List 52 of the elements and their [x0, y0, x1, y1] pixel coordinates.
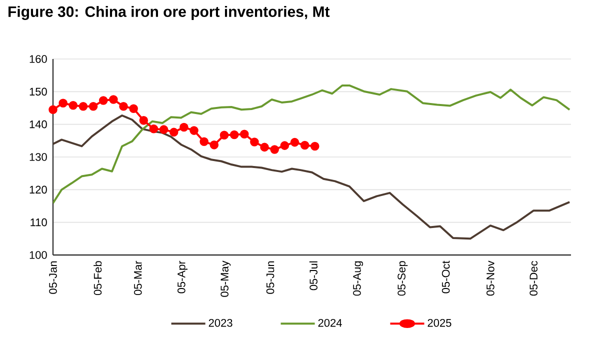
point — [169, 128, 178, 137]
chart-title: Figure 30: China iron ore port inventories, Mt — [8, 6, 330, 20]
point — [68, 100, 78, 110]
x-tick-label: 05-Sep — [398, 261, 408, 296]
y-tick-label: 150 — [30, 88, 47, 96]
point — [98, 96, 108, 105]
point — [300, 140, 310, 150]
x-tick-label: 05-Mar — [134, 260, 142, 296]
point — [200, 137, 208, 146]
point — [109, 95, 118, 104]
legend-label: 2025 — [428, 319, 452, 327]
point — [159, 125, 168, 134]
line-series — [53, 84, 571, 204]
point — [290, 138, 300, 147]
point — [210, 140, 219, 150]
y-tick-label: 120 — [30, 186, 47, 194]
x-tick-label: 05-Dec — [530, 260, 538, 296]
x-tick-label: 05-Jun — [266, 261, 274, 294]
x-tick-label: 05-Nov — [486, 260, 494, 296]
point — [230, 130, 239, 140]
point — [149, 124, 158, 134]
x-tick-label: 05-Jul — [309, 261, 318, 290]
line-series — [53, 114, 571, 240]
x-tick-label: 05-Feb — [94, 261, 102, 296]
point — [58, 98, 68, 108]
point — [190, 126, 198, 135]
y-tick-label: 110 — [30, 218, 47, 226]
point — [250, 138, 259, 146]
x-tick-label: 05-Apr — [178, 260, 188, 294]
point — [48, 105, 58, 114]
point — [129, 104, 138, 114]
point — [240, 130, 249, 139]
x-tick-label: 05-Jan — [49, 261, 57, 294]
y-tick-label: 130 — [30, 153, 47, 161]
point — [310, 142, 320, 151]
x-tick-label: 05-Aug — [353, 261, 364, 296]
legend-label: 2024 — [318, 319, 342, 327]
point — [139, 116, 148, 125]
x-tick-label: 05-May — [220, 260, 231, 297]
y-tick-label: 140 — [30, 120, 47, 128]
point — [220, 130, 229, 140]
x-tick-label: 05-Oct — [442, 260, 450, 294]
point — [270, 145, 279, 154]
point — [260, 142, 269, 152]
legend-label: 2023 — [208, 319, 232, 327]
point — [88, 102, 98, 111]
y-tick-label: 160 — [30, 55, 47, 63]
point — [119, 102, 128, 111]
point — [180, 122, 188, 132]
point — [280, 141, 290, 150]
point — [78, 102, 88, 111]
y-tick-label: 100 — [30, 251, 47, 259]
